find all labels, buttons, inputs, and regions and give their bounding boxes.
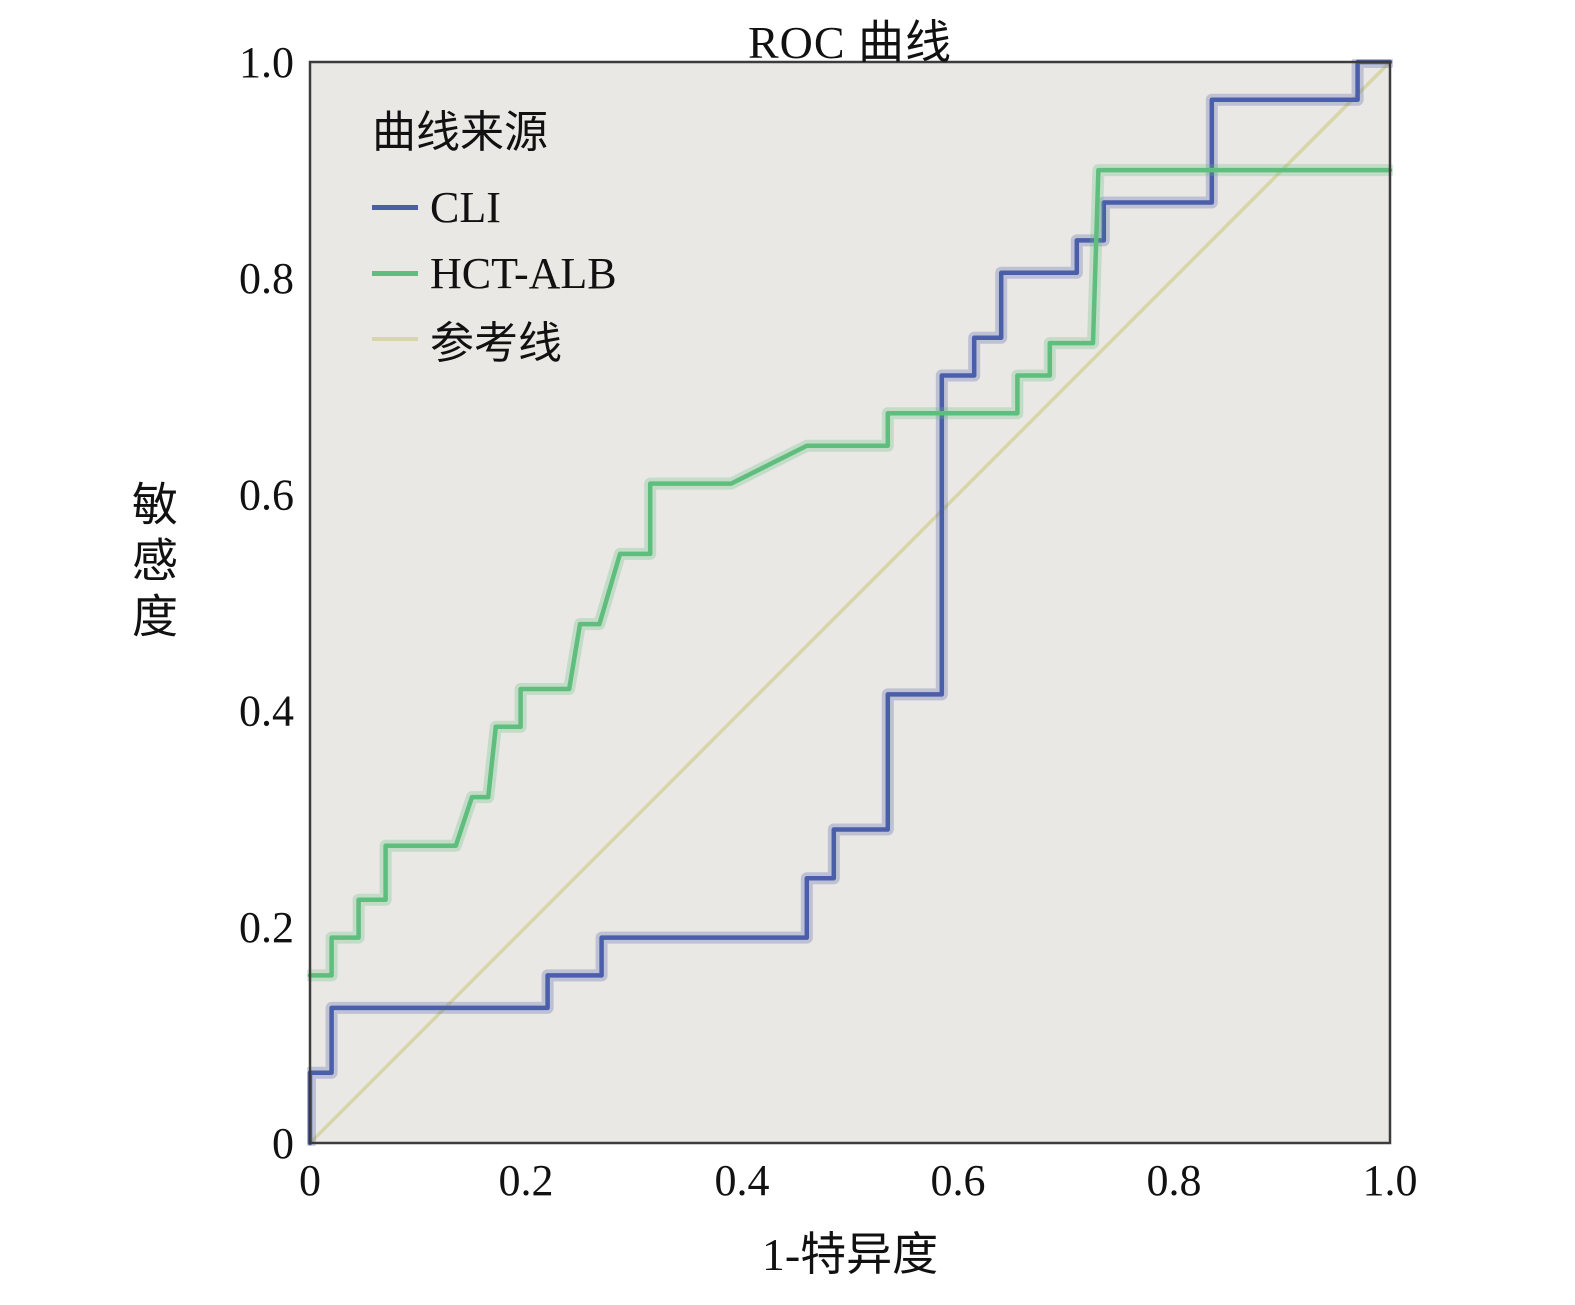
y-tick-label: 1.0 xyxy=(239,38,294,87)
legend-label-reference: 参考线 xyxy=(430,319,562,368)
reference-line xyxy=(308,60,1392,1145)
legend: 曲线来源 CLI HCT-ALB 参考线 xyxy=(372,96,617,372)
x-tick-label: 1.0 xyxy=(1363,1156,1418,1205)
y-axis-label: 敏感度 xyxy=(126,480,177,648)
y-tick-label: 0.2 xyxy=(239,903,294,952)
x-tick-label: 0.8 xyxy=(1147,1156,1202,1205)
legend-label-cli: CLI xyxy=(430,182,501,232)
y-tick-label: 0.4 xyxy=(239,687,294,736)
chart-title: ROC 曲线 xyxy=(747,17,953,68)
y-tick-label: 0 xyxy=(272,1119,294,1168)
legend-item-cli: CLI xyxy=(372,174,617,240)
cli-line-swatch xyxy=(372,204,418,210)
legend-label-hct-alb: HCT-ALB xyxy=(430,248,617,298)
y-tick-label: 0.8 xyxy=(239,254,294,303)
reference-line-swatch xyxy=(372,337,418,341)
x-tick-label: 0.6 xyxy=(931,1156,986,1205)
x-tick-label: 0.2 xyxy=(499,1156,554,1205)
legend-item-hct-alb: HCT-ALB xyxy=(372,240,617,306)
cli-curve xyxy=(307,59,1393,1146)
y-tick-label: 0.6 xyxy=(239,470,294,519)
x-tick-label: 0.4 xyxy=(715,1156,770,1205)
legend-title: 曲线来源 xyxy=(372,108,548,157)
x-tick-label: 0 xyxy=(299,1156,321,1205)
hct-alb-curve xyxy=(307,167,1393,978)
hct-alb-line-swatch xyxy=(372,270,418,276)
x-axis-label: 1-特异度 xyxy=(761,1229,939,1280)
legend-item-reference: 参考线 xyxy=(372,306,617,372)
plot-border xyxy=(308,60,1392,1145)
